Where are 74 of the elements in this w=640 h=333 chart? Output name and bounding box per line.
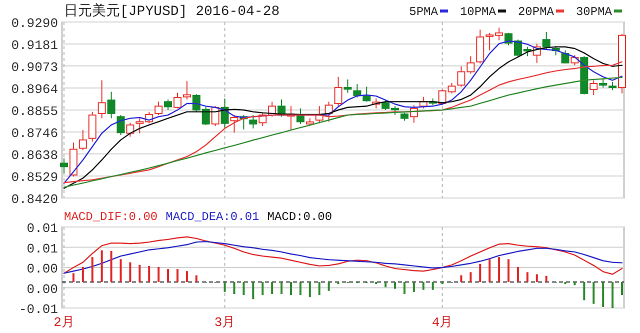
x-tick-label: 2月 bbox=[54, 315, 74, 330]
bar bbox=[138, 264, 141, 282]
bar bbox=[100, 250, 103, 282]
bar bbox=[432, 282, 434, 290]
y-tick-label: 0.8964 bbox=[11, 82, 58, 97]
y-tick-label: 0.8420 bbox=[11, 192, 58, 207]
bar bbox=[612, 282, 614, 308]
bar bbox=[536, 274, 538, 282]
bar bbox=[479, 264, 482, 282]
bar bbox=[384, 282, 387, 288]
bar bbox=[176, 269, 178, 282]
bar bbox=[403, 282, 406, 294]
bar bbox=[545, 276, 548, 282]
bar bbox=[262, 282, 264, 296]
line-series bbox=[63, 76, 623, 188]
bar bbox=[328, 282, 330, 291]
y-tick-label: -0.01 bbox=[18, 302, 58, 317]
bar bbox=[158, 266, 160, 282]
bar bbox=[224, 282, 226, 292]
y-tick-label: 0.8746 bbox=[11, 126, 58, 142]
bar bbox=[488, 259, 491, 282]
bar bbox=[186, 271, 188, 282]
bar bbox=[82, 266, 84, 282]
bar bbox=[72, 273, 74, 282]
bar bbox=[299, 282, 302, 296]
legend-label: 30PMA bbox=[576, 5, 613, 19]
bar bbox=[508, 259, 510, 282]
y-tick-label: 0.9073 bbox=[11, 60, 58, 75]
bar bbox=[470, 272, 472, 282]
bar bbox=[422, 282, 424, 290]
bar bbox=[621, 282, 623, 296]
legend-label: 5PMA bbox=[409, 5, 439, 19]
bar bbox=[195, 275, 198, 282]
bar bbox=[498, 257, 500, 282]
bar bbox=[280, 282, 283, 294]
bar bbox=[120, 259, 122, 282]
x-tick-label: 4月 bbox=[432, 315, 453, 330]
bar bbox=[592, 282, 595, 304]
bar bbox=[148, 266, 150, 282]
bar bbox=[602, 282, 604, 307]
bar bbox=[167, 269, 170, 282]
bar bbox=[516, 266, 519, 282]
bar bbox=[252, 282, 254, 300]
y-tick-label: 0.00 bbox=[26, 282, 58, 297]
y-tick-label: 0.8855 bbox=[11, 104, 58, 119]
y-tick-label: 0.01 bbox=[26, 241, 58, 256]
bar bbox=[308, 282, 311, 298]
text: MACD:0.00 bbox=[267, 210, 332, 224]
series-label: MACD_DIF:0.00 bbox=[64, 210, 158, 224]
bar bbox=[110, 250, 112, 282]
y-tick-label: 0.9181 bbox=[11, 38, 58, 54]
bar bbox=[318, 282, 320, 296]
series-label: MACD_DEA:0.01 bbox=[166, 210, 260, 224]
chart-title: 日元美元[JPYUSD] 2016-04-28 bbox=[64, 3, 280, 20]
y-tick-label: 0.9290 bbox=[11, 16, 58, 31]
bar bbox=[233, 282, 236, 294]
bar bbox=[242, 282, 245, 296]
bar bbox=[271, 282, 274, 294]
bar bbox=[412, 282, 415, 292]
bar bbox=[574, 282, 576, 286]
y-tick-label: 0.01 bbox=[26, 221, 58, 236]
y-tick-label: 0.8529 bbox=[11, 170, 58, 185]
legend-label: 10PMA bbox=[460, 5, 497, 19]
bar bbox=[394, 282, 396, 289]
legend-label: 20PMA bbox=[518, 5, 555, 19]
y-tick-label: 0.8638 bbox=[11, 148, 58, 163]
bar bbox=[583, 282, 586, 300]
bar bbox=[460, 275, 462, 282]
x-tick-label: 3月 bbox=[214, 315, 236, 330]
bar bbox=[129, 262, 132, 282]
bar bbox=[91, 257, 94, 282]
y-tick-label: 0.00 bbox=[26, 262, 58, 276]
bar bbox=[526, 272, 528, 282]
bar bbox=[290, 282, 292, 296]
